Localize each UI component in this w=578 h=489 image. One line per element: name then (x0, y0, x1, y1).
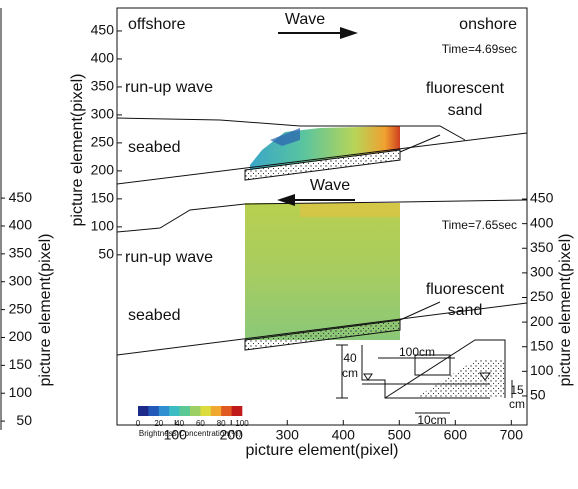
colorbar-cell (158, 406, 170, 416)
inset-label: 40 (343, 351, 357, 365)
y-tick-label: 400 (91, 50, 115, 66)
colorbar-tick-label: 100 (235, 419, 249, 428)
y-tick-label: 150 (91, 190, 115, 206)
annotation: run-up wave (125, 79, 213, 96)
y-axis-label: picture element(pixel) (69, 74, 86, 227)
x-tick-label: 400 (332, 427, 356, 443)
y2-tick-label: 300 (530, 264, 554, 280)
colorbar-label: Brightness Concentration(%) (139, 429, 242, 438)
left-panel-tick-label: 200 (9, 328, 33, 344)
concentration-patch (270, 128, 300, 146)
left-panel-tick-label: 50 (16, 412, 32, 428)
left-panel-tick-label: 100 (9, 384, 33, 400)
colorbar-cell (169, 406, 180, 416)
y-tick-label: 250 (91, 134, 115, 150)
x-tick-label: 600 (444, 427, 468, 443)
annotation: sand (448, 302, 483, 319)
sand-box (414, 354, 451, 376)
inset-label: 100cm (399, 345, 435, 359)
annotation: fluorescent (426, 281, 505, 298)
x-tick-label: 500 (388, 427, 412, 443)
colorbar-tick-label: 20 (154, 419, 163, 428)
arrow-head (340, 27, 358, 39)
left-panel-tick-label: 300 (9, 272, 33, 288)
y2-tick-label: 400 (530, 214, 554, 230)
y-tick-label: 100 (91, 218, 115, 234)
left-panel-tick-label: 400 (9, 217, 33, 233)
y2-tick-label: 100 (530, 362, 554, 378)
inset-label: 15 (510, 383, 524, 397)
colorbar-cell (221, 406, 232, 416)
y-tick-label: 350 (91, 78, 115, 94)
x-tick-label: 300 (276, 427, 300, 443)
colorbar-tick-label: 40 (175, 419, 184, 428)
flume-sand (415, 360, 505, 398)
left-panel-tick-label: 450 (9, 189, 33, 205)
inset-label: 10cm (417, 413, 446, 427)
x-tick-label: 100 (164, 427, 188, 443)
colorbar-cell (179, 406, 191, 416)
colorbar-cell (200, 406, 212, 416)
y2-axis-label: picture element(pixel) (557, 234, 574, 387)
profile-lines (116, 117, 528, 356)
left-panel-tick-label: 150 (9, 356, 33, 372)
colorbar-tick-label: 0 (136, 419, 141, 428)
annotation: offshore (128, 16, 186, 33)
colorbar-tick-label: 60 (196, 419, 205, 428)
wave-arrow (278, 32, 355, 201)
annotation: seabed (128, 139, 181, 156)
y2-tick-label: 250 (530, 288, 554, 304)
y2-tick-label: 150 (530, 337, 554, 353)
x-tick-label: 700 (500, 427, 524, 443)
annotation: run-up wave (125, 249, 213, 266)
left-panel-tick-label: 250 (9, 300, 33, 316)
inset-label: cm (342, 366, 358, 380)
annotation: Time=4.69sec (442, 42, 517, 56)
colorbar-cell (148, 406, 160, 416)
y-tick-label: 50 (98, 246, 114, 262)
left-panel-axis-label: picture element(pixel) (37, 234, 54, 387)
arrow-head (277, 194, 295, 206)
colorbar-cell (231, 406, 243, 416)
colorbar-cell (138, 406, 149, 416)
y2-tick-label: 200 (530, 313, 554, 329)
annotation: Wave (285, 11, 325, 28)
annotation: Time=7.65sec (442, 218, 517, 232)
annotation: Wave (310, 177, 350, 194)
inset-label: cm (509, 397, 525, 411)
x-axis-label: picture element(pixel) (246, 442, 399, 459)
colorbar-cell (210, 406, 222, 416)
left-panel-tick-label: 350 (9, 245, 33, 261)
x-tick-label: 200 (220, 427, 244, 443)
sand-layer (244, 319, 401, 351)
y2-tick-label: 450 (530, 190, 554, 206)
annotation: onshore (459, 16, 517, 33)
y-tick-label: 450 (91, 22, 115, 38)
annotation: seabed (128, 307, 181, 324)
y2-tick-label: 350 (530, 239, 554, 255)
plot-frame (116, 7, 528, 426)
sand-layer (244, 149, 401, 181)
colorbar-cell (190, 406, 201, 416)
concentration-patch (245, 203, 400, 340)
y-tick-label: 200 (91, 162, 115, 178)
y-tick-label: 300 (91, 106, 115, 122)
concentration-patch (300, 203, 400, 217)
colorbar-tick-label: 80 (217, 419, 226, 428)
annotation: sand (448, 102, 483, 119)
y2-tick-label: 50 (530, 387, 546, 403)
annotation: fluorescent (426, 80, 505, 97)
